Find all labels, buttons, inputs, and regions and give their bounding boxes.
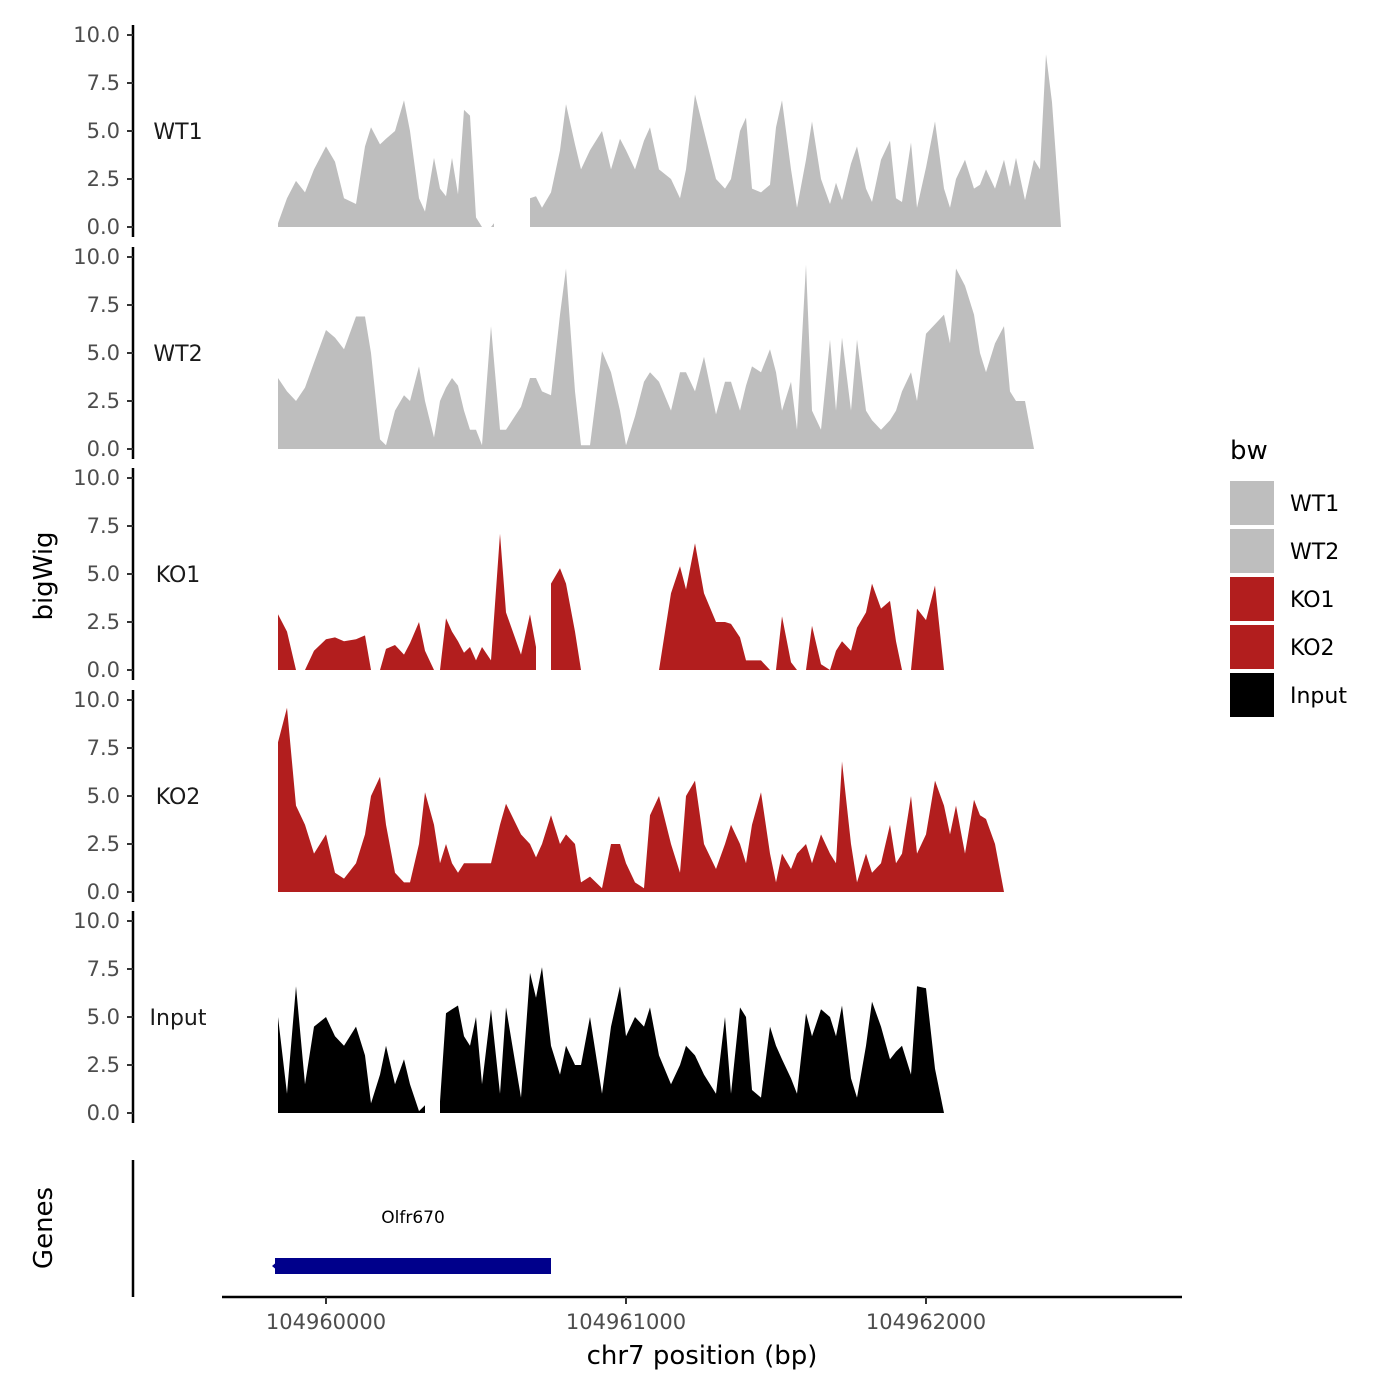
y-axis-title: bigWig (29, 531, 59, 620)
track-label-ko1: KO1 (156, 563, 201, 588)
y-tick-label: 0.0 (87, 437, 120, 461)
legend-swatch (1230, 529, 1274, 573)
legend-label: WT1 (1290, 492, 1339, 517)
gene-track: Olfr670 (131, 1160, 551, 1297)
y-tick-label: 2.5 (87, 389, 120, 413)
x-tick-label: 104961000 (566, 1310, 686, 1334)
x-axis-title: chr7 position (bp) (587, 1341, 818, 1371)
y-tick-label: 10.0 (73, 909, 120, 933)
y-tick-label: 2.5 (87, 610, 120, 634)
y-tick-label: 7.5 (87, 514, 120, 538)
y-tick-label: 10.0 (73, 245, 120, 269)
track-panel-ko2: 0.0 2.5 5.0 7.5 10.0 KO2 (73, 688, 1136, 904)
y-tick-label: 10.0 (73, 23, 120, 47)
legend-swatch (1230, 577, 1274, 621)
legend-label: KO1 (1290, 588, 1335, 613)
coverage-area-wt2 (278, 264, 1136, 449)
y-tick-label: 0.0 (87, 880, 120, 904)
coverage-area-ko2 (278, 707, 1136, 892)
y-tick-label: 7.5 (87, 71, 120, 95)
gene-body (275, 1258, 551, 1274)
track-panel-ko1: 0.0 2.5 5.0 7.5 10.0 KO1 (73, 466, 1136, 682)
y-tick-label: 5.0 (87, 1005, 120, 1029)
y-tick-label: 10.0 (73, 688, 120, 712)
gene-track-title: Genes (29, 1187, 59, 1269)
legend-swatch (1230, 625, 1274, 669)
legend-label: Input (1290, 684, 1347, 709)
y-tick-label: 5.0 (87, 784, 120, 808)
legend: bw WT1 WT2 KO1 KO2 Input (1230, 436, 1347, 717)
y-tick-label: 2.5 (87, 167, 120, 191)
y-tick-label: 0.0 (87, 1101, 120, 1125)
legend-title: bw (1230, 436, 1268, 466)
x-tick-label: 104960000 (266, 1310, 386, 1334)
y-tick-label: 7.5 (87, 957, 120, 981)
y-tick-label: 7.5 (87, 736, 120, 760)
coverage-area-ko1 (278, 533, 1136, 670)
y-tick-label: 0.0 (87, 215, 120, 239)
track-label-ko2: KO2 (156, 785, 201, 810)
track-panel-input: 0.0 2.5 5.0 7.5 10.0 Input (73, 909, 1136, 1125)
legend-label: KO2 (1290, 636, 1335, 661)
track-label-wt2: WT2 (153, 342, 202, 367)
track-panels: 0.02.55.07.510.0WT10.02.55.07.510.0WT20.… (73, 23, 1136, 1125)
y-tick-label: 5.0 (87, 562, 120, 586)
strand-arrow-icon (272, 1261, 278, 1271)
coverage-area-wt1 (278, 54, 1136, 228)
y-tick-label: 7.5 (87, 293, 120, 317)
track-label-wt1: WT1 (153, 120, 202, 145)
x-axis: 104960000 104961000 104962000 (222, 1295, 1182, 1334)
legend-swatch (1230, 481, 1274, 525)
y-tick-label: 5.0 (87, 341, 120, 365)
legend-swatch (1230, 673, 1274, 717)
track-label-input: Input (150, 1006, 207, 1031)
gene-label: Olfr670 (381, 1208, 445, 1228)
track-panel-wt1: 0.0 2.5 5.0 7.5 10.0 WT1 (73, 23, 1136, 239)
y-tick-label: 10.0 (73, 466, 120, 490)
track-panel-wt2: 0.0 2.5 5.0 7.5 10.0 WT2 (73, 245, 1136, 461)
y-tick-label: 2.5 (87, 832, 120, 856)
coverage-area-input (278, 967, 1136, 1113)
legend-label: WT2 (1290, 540, 1339, 565)
y-tick-label: 2.5 (87, 1053, 120, 1077)
y-tick-label: 0.0 (87, 658, 120, 682)
y-tick-label: 5.0 (87, 119, 120, 143)
x-tick-label: 104962000 (866, 1310, 986, 1334)
